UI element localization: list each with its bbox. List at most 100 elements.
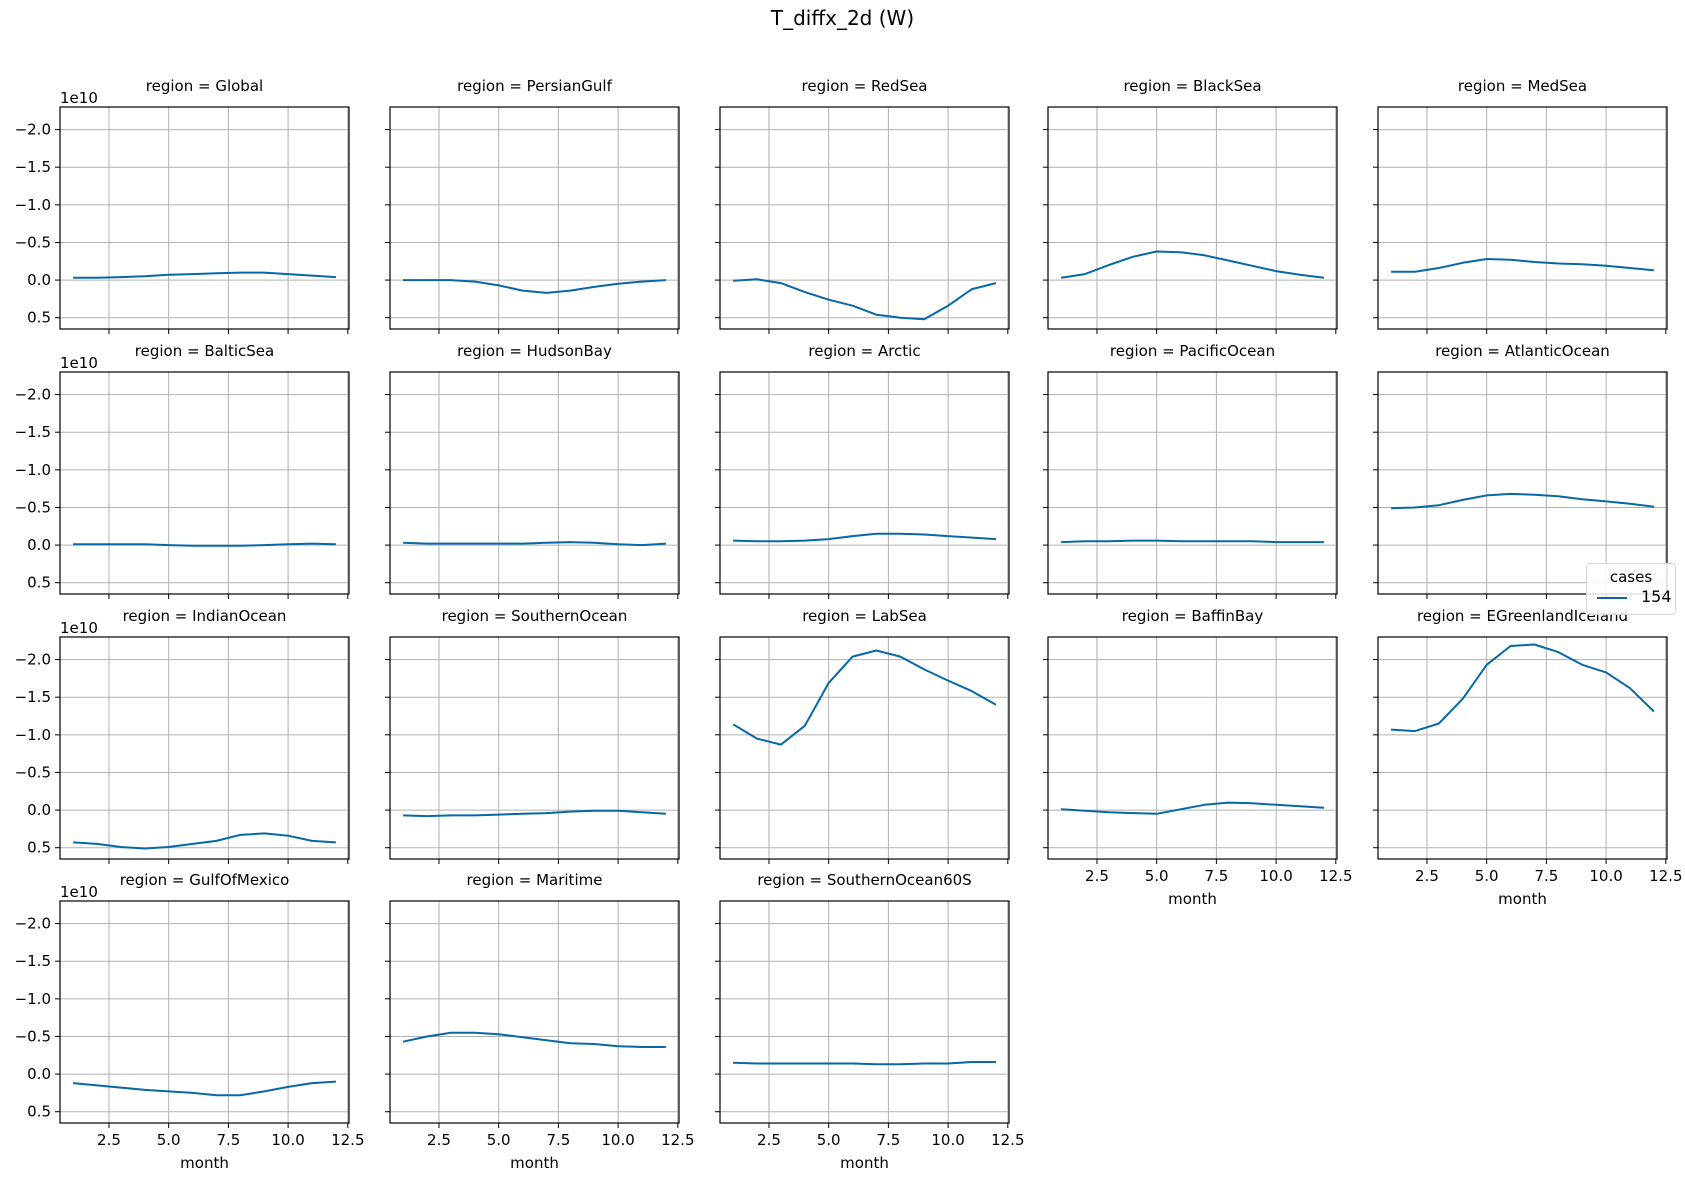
legend-line-swatch-icon [1597, 597, 1627, 599]
data-line-154 [1061, 801, 1324, 815]
subplot-title: region = BaffinBay [1122, 607, 1264, 625]
data-line-154 [1060, 250, 1325, 279]
x-tick-label: 2.5 [427, 1131, 451, 1149]
y-tick-label: 0.5 [27, 309, 51, 327]
data-line-154 [1391, 492, 1655, 510]
x-tick-label: 10.0 [1259, 867, 1292, 885]
y-tick-label: 0.0 [27, 271, 51, 289]
x-axis-label: month [180, 1154, 229, 1172]
x-tick-label: 5.0 [1475, 867, 1499, 885]
data-line-154 [73, 542, 336, 547]
y-tick-label: 0.5 [27, 839, 51, 857]
subplot-title: region = PacificOcean [1110, 342, 1275, 360]
subplot-southernocean: region = SouthernOcean [385, 607, 680, 864]
y-tick-label: −2.0 [15, 651, 51, 669]
x-axis-label: month [510, 1154, 559, 1172]
subplot-title: region = GulfOfMexico [120, 871, 290, 889]
y-tick-label: −1.5 [15, 952, 51, 970]
y-tick-label: −1.0 [15, 461, 51, 479]
x-axis-label: month [1168, 890, 1217, 908]
x-tick-label: 2.5 [1085, 867, 1109, 885]
y-tick-label: 0.5 [27, 574, 51, 592]
legend-title: cases [1609, 568, 1653, 586]
subplot-title: region = BalticSea [135, 342, 274, 360]
subplot-arctic: region = Arctic [715, 342, 1010, 599]
subplot-title: region = Global [146, 77, 263, 95]
data-line-154 [403, 809, 666, 818]
data-line-154 [402, 1031, 666, 1048]
y-tick-label: 0.0 [27, 536, 51, 554]
data-line-154 [732, 649, 997, 746]
data-line-154 [403, 279, 666, 294]
axes-frame [1047, 636, 1338, 860]
data-line-154 [403, 541, 666, 547]
data-line-154 [73, 832, 336, 850]
axes-frame [389, 900, 680, 1124]
subplot-title: region = IndianOcean [123, 607, 287, 625]
x-tick-label: 2.5 [97, 1131, 121, 1149]
y-tick-label: −0.5 [15, 233, 51, 251]
subplot-blacksea: region = BlackSea [1043, 77, 1338, 334]
y-scale-offset-label: 1e10 [60, 89, 98, 107]
data-line-154 [1391, 258, 1654, 273]
figure-title: T_diffx_2d (W) [770, 6, 915, 30]
y-tick-label: −1.0 [15, 196, 51, 214]
subplot-title: region = EGreenlandIceland [1417, 607, 1628, 625]
subplot-southernocean60s: 2.5 5.0 7.5 10.0 12.5 month region = SouthernO… [715, 871, 1025, 1172]
axes-frame [1377, 636, 1668, 860]
x-tick-label: 7.5 [1534, 867, 1558, 885]
subplot-title: region = AtlanticOcean [1435, 342, 1610, 360]
legend-entry-label: 154 [1641, 587, 1672, 606]
subplot-title: region = BlackSea [1123, 77, 1261, 95]
x-tick-label: 7.5 [546, 1131, 570, 1149]
y-tick-label: −1.0 [15, 726, 51, 744]
x-tick-label: 2.5 [1415, 867, 1439, 885]
x-tick-label: 5.0 [1145, 867, 1169, 885]
subplot-title: region = SouthernOcean60S [757, 871, 971, 889]
data-line-154 [1061, 539, 1324, 544]
x-tick-label: 7.5 [1204, 867, 1228, 885]
subplot-title: region = PersianGulf [457, 77, 612, 95]
x-tick-label: 12.5 [1319, 867, 1352, 885]
subplot-pacificocean: region = PacificOcean [1043, 342, 1338, 599]
subplot-indianocean: −2.0 −1.5 −1.0 −0.5 0.0 0.5 1e10 region = India… [15, 607, 350, 864]
y-tick-label: −0.5 [15, 1027, 51, 1045]
x-tick-label: 7.5 [216, 1131, 240, 1149]
subplot-gulfofmexico: −2.0 −1.5 −1.0 −0.5 0.0 0.5 2.5 5.0 7.5 10.0 12.5 m… [15, 871, 365, 1172]
y-tick-label: −0.5 [15, 498, 51, 516]
subplot-hudsonbay: region = HudsonBay [385, 342, 680, 599]
subplot-maritime: 2.5 5.0 7.5 10.0 12.5 month region = Maritime [385, 871, 695, 1172]
x-axis-label: month [840, 1154, 889, 1172]
x-axis-label: month [1498, 890, 1547, 908]
y-tick-label: −1.5 [15, 158, 51, 176]
x-tick-label: 10.0 [601, 1131, 634, 1149]
x-tick-label: 2.5 [757, 1131, 781, 1149]
subplot-atlanticocean: region = AtlanticOcean [1373, 342, 1668, 599]
x-tick-label: 5.0 [487, 1131, 511, 1149]
y-tick-label: 0.0 [27, 1065, 51, 1083]
axes-frame [719, 636, 1010, 860]
axes-frame [389, 106, 680, 330]
y-tick-label: −2.0 [15, 915, 51, 933]
x-tick-label: 12.5 [661, 1131, 694, 1149]
subplot-title: region = LabSea [802, 607, 927, 625]
subplot-baffinbay: 2.5 5.0 7.5 10.0 12.5 month region = BaffinBay [1043, 607, 1353, 908]
axes-frame [59, 900, 350, 1124]
y-scale-offset-label: 1e10 [60, 883, 98, 901]
x-tick-label: 10.0 [931, 1131, 964, 1149]
x-tick-label: 10.0 [1589, 867, 1622, 885]
subplot-labsea: region = LabSea [715, 607, 1010, 864]
y-tick-label: −1.0 [15, 990, 51, 1008]
subplot-title: region = MedSea [1458, 77, 1587, 95]
y-scale-offset-label: 1e10 [60, 354, 98, 372]
subplot-global: −2.0 −1.5 −1.0 −0.5 0.0 0.5 1e10 region = Globa… [15, 77, 350, 334]
subplot-title: region = Arctic [808, 342, 920, 360]
y-tick-label: −0.5 [15, 763, 51, 781]
axes-frame [389, 371, 680, 595]
axes-frame [59, 371, 350, 595]
subplot-title: region = RedSea [802, 77, 928, 95]
axes-frame [1377, 106, 1668, 330]
subplot-medsea: region = MedSea [1373, 77, 1668, 334]
axes-frame [59, 106, 350, 330]
